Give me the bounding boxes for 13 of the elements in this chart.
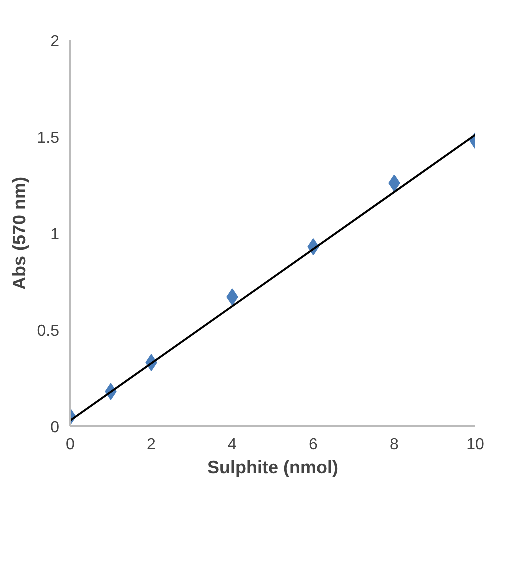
x-tick-label: 8 xyxy=(390,436,400,454)
x-tick-label: 4 xyxy=(228,436,238,454)
y-tick-label: 0.5 xyxy=(37,323,60,340)
y-tick-label: 2 xyxy=(50,34,60,50)
y-tick-label: 1.5 xyxy=(37,130,60,147)
x-axis-title: Sulphite (nmol) xyxy=(208,458,338,478)
y-tick-label: 1 xyxy=(50,226,60,244)
x-tick-label: 2 xyxy=(147,436,156,454)
x-tick-label: 6 xyxy=(309,436,318,454)
x-tick-label: 10 xyxy=(466,436,484,454)
y-axis-title: Abs (570 nm) xyxy=(9,176,30,290)
y-tick-label: 0 xyxy=(50,420,60,436)
x-tick-label: 0 xyxy=(66,436,76,454)
